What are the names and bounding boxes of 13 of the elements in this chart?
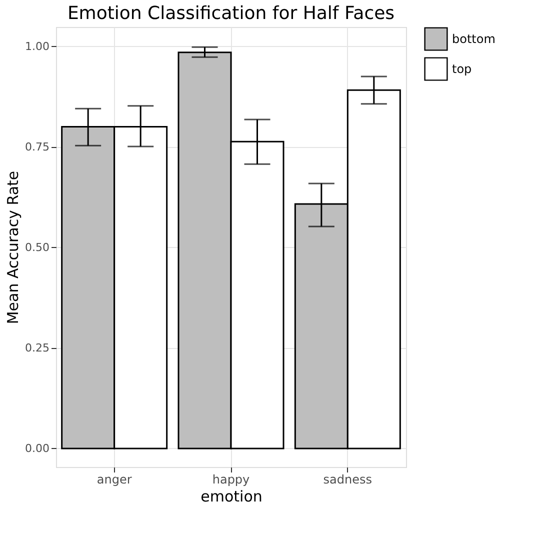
x-tick-label: anger xyxy=(96,472,132,486)
y-tick-label: 0.00 xyxy=(25,442,50,455)
y-axis-title: Mean Accuracy Rate xyxy=(4,170,22,324)
legend-label: top xyxy=(452,62,472,76)
chart-title: Emotion Classification for Half Faces xyxy=(67,3,395,24)
y-tick-label: 0.25 xyxy=(25,341,50,354)
legend-label: bottom xyxy=(452,32,496,46)
y-tick-label: 0.75 xyxy=(25,140,50,154)
y-tick-label: 0.50 xyxy=(25,240,50,254)
y-tick-label: 1.00 xyxy=(25,40,50,53)
x-axis-title: emotion xyxy=(200,488,262,506)
x-tick-label: happy xyxy=(212,472,250,486)
x-tick-label: sadness xyxy=(323,472,372,486)
